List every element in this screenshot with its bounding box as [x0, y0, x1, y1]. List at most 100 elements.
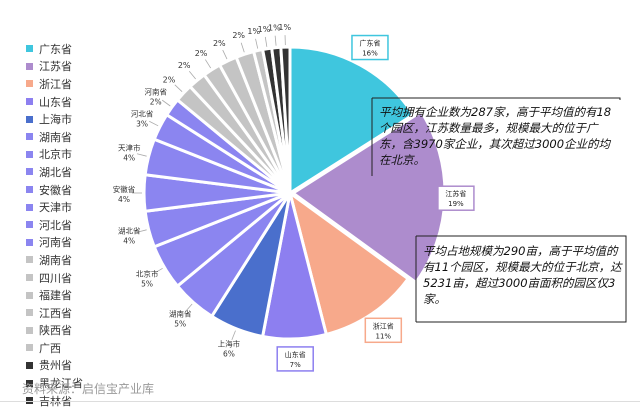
leader-line	[205, 60, 210, 68]
slice-category-label: 湖南省	[169, 309, 192, 319]
legend-label: 上海市	[39, 111, 72, 127]
slice-category-label: 湖北省	[118, 225, 141, 235]
slice-category-label: 安徽省	[113, 184, 136, 194]
legend-swatch	[26, 221, 33, 228]
legend-label: 贵州省	[39, 357, 72, 373]
legend-swatch	[26, 63, 33, 70]
slice-value-label: 2%	[150, 97, 162, 106]
legend-swatch	[26, 292, 33, 299]
bottom-divider	[0, 401, 640, 402]
annotation-land-area: 平均占地规模为290亩，高于平均值的有11个园区，规模最大的位于北京，达5231…	[423, 243, 623, 307]
leader-line	[256, 39, 258, 49]
slice-value-label: 2%	[163, 75, 176, 84]
legend-swatch	[26, 327, 33, 334]
leader-line	[149, 121, 158, 126]
legend-label: 湖北省	[39, 164, 72, 180]
slice-category-label: 浙江省	[373, 321, 394, 330]
legend-swatch	[26, 204, 33, 211]
leader-line	[137, 154, 147, 156]
slice-category-label: 天津市	[118, 143, 141, 153]
slice-category-label: 山东省	[285, 350, 306, 359]
legend-label: 四川省	[39, 270, 72, 286]
legend-swatch	[26, 362, 33, 369]
legend-label: 福建省	[39, 287, 72, 303]
legend-label: 河南省	[39, 234, 72, 250]
source-note: 资料来源：启信宝产业库	[22, 380, 154, 397]
legend-item: 福建省	[26, 286, 116, 304]
legend-label: 湖南省	[39, 252, 72, 268]
legend-item: 上海市	[26, 110, 116, 128]
slice-value-label: 5%	[174, 320, 186, 329]
slice-value-label: 2%	[232, 31, 245, 40]
slice-value-label: 16%	[362, 50, 378, 58]
legend-swatch	[26, 256, 33, 263]
legend-swatch	[26, 168, 33, 175]
slice-value-label: 1%	[278, 23, 291, 32]
slice-category-label: 河南省	[144, 86, 167, 96]
legend-label: 陕西省	[39, 322, 72, 338]
legend-label: 北京市	[39, 146, 72, 162]
slice-category-label: 江苏省	[445, 189, 466, 198]
legend-item: 湖北省	[26, 163, 116, 181]
legend-label: 浙江省	[39, 76, 72, 92]
legend: 广东省江苏省浙江省山东省上海市湖南省北京市湖北省安徽省天津市河北省河南省湖南省四…	[26, 40, 116, 409]
legend-item: 天津市	[26, 198, 116, 216]
legend-label: 山东省	[39, 94, 72, 110]
legend-swatch	[26, 309, 33, 316]
slice-label: 江苏省 19%	[438, 186, 474, 210]
slice-value-label: 19%	[448, 200, 464, 208]
legend-item: 浙江省	[26, 75, 116, 93]
slice-value-label: 11%	[376, 332, 392, 340]
slice-value-label: 2%	[195, 49, 208, 58]
legend-label: 安徽省	[39, 182, 72, 198]
slice-label: 浙江省 11%	[365, 318, 401, 342]
legend-item: 北京市	[26, 146, 116, 164]
legend-item: 湖南省	[26, 128, 116, 146]
annotation-line	[372, 98, 620, 100]
legend-item: 安徽省	[26, 181, 116, 199]
legend-item: 湖南省	[26, 251, 116, 269]
legend-swatch	[26, 186, 33, 193]
legend-swatch	[26, 116, 33, 123]
legend-swatch	[26, 133, 33, 140]
legend-item: 江西省	[26, 304, 116, 322]
legend-label: 广东省	[39, 41, 72, 57]
slice-value-label: 6%	[223, 349, 235, 358]
leader-line	[189, 71, 195, 79]
legend-swatch	[26, 80, 33, 87]
slice-category-label: 广东省	[359, 39, 380, 48]
leader-line	[275, 36, 276, 46]
legend-label: 广西	[39, 340, 61, 356]
annotation-enterprise-count: 平均拥有企业数为287家，高于平均值的有18个园区，江苏数量最多，规模最大的位于…	[379, 104, 619, 168]
legend-label: 天津市	[39, 199, 72, 215]
legend-item: 河北省	[26, 216, 116, 234]
slice-value-label: 4%	[123, 154, 135, 163]
legend-swatch	[26, 274, 33, 281]
slice-value-label: 5%	[141, 280, 153, 289]
legend-item: 广西	[26, 339, 116, 357]
legend-label: 河北省	[39, 217, 72, 233]
slice-category-label: 河北省	[131, 109, 154, 119]
pie-slices	[144, 47, 445, 339]
leader-line	[265, 37, 267, 47]
legend-item: 广东省	[26, 40, 116, 58]
leader-line	[162, 100, 170, 106]
leader-line	[241, 43, 244, 53]
slice-value-label: 2%	[178, 61, 191, 70]
legend-label: 江苏省	[39, 58, 72, 74]
legend-item: 河南省	[26, 234, 116, 252]
legend-item: 江苏省	[26, 58, 116, 76]
slice-value-label: 4%	[123, 236, 135, 245]
legend-swatch	[26, 344, 33, 351]
legend-item: 山东省	[26, 93, 116, 111]
legend-item: 四川省	[26, 269, 116, 287]
slice-value-label: 2%	[213, 39, 226, 48]
legend-item: 陕西省	[26, 322, 116, 340]
slice-label: 广东省 16%	[352, 36, 388, 60]
legend-swatch	[26, 239, 33, 246]
slice-value-label: 4%	[118, 195, 130, 204]
slice-category-label: 北京市	[136, 269, 159, 279]
legend-label: 江西省	[39, 305, 72, 321]
legend-swatch	[26, 98, 33, 105]
